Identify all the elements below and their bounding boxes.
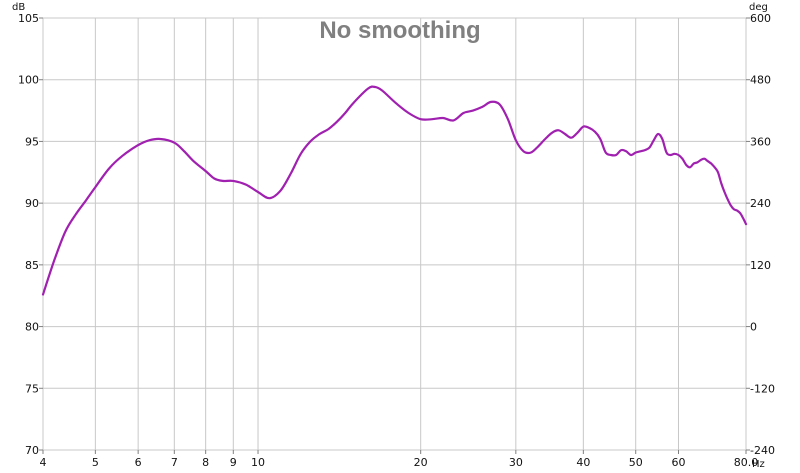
y-tick-label: 70 (25, 444, 39, 457)
x-tick-label: 20 (414, 456, 428, 469)
x-tick-label: 8 (202, 456, 209, 469)
y-axis-label: dB (12, 2, 25, 13)
y2-tick-label: 120 (750, 259, 771, 272)
x-tick-label: 50 (629, 456, 643, 469)
y2-tick-label: 0 (750, 321, 757, 334)
series-group (41, 85, 748, 296)
y-tick-label: 100 (18, 74, 39, 87)
x-tick-label: 4 (40, 456, 47, 469)
y-axis-ticks: 70 75 80 85 90 95 100 105 (18, 12, 43, 457)
plot-background (42, 17, 747, 451)
y-tick-label: 90 (25, 197, 39, 210)
y-tick-label: 85 (25, 259, 39, 272)
x-tick-label: 7 (171, 456, 178, 469)
x-tick-label: 6 (135, 456, 142, 469)
x-axis-label: Hz (752, 459, 765, 470)
grid-lines (42, 17, 747, 451)
x-tick-label: 10 (251, 456, 265, 469)
x-tick-label: 30 (509, 456, 523, 469)
series-line (41, 85, 748, 296)
x-tick-label: 9 (230, 456, 237, 469)
x-axis-ticks: 4 5 6 7 8 9 10 20 30 40 50 60 80.0 (40, 450, 759, 469)
chart-title: No smoothing (319, 17, 480, 44)
y2-axis-ticks: -240 -120 0 120 240 360 480 600 (746, 12, 775, 457)
x-tick-label: 40 (576, 456, 590, 469)
y2-tick-label: 240 (750, 197, 771, 210)
y2-tick-label: 600 (750, 12, 771, 25)
y2-tick-label: -120 (750, 382, 775, 395)
x-tick-label: 80.0 (734, 456, 759, 469)
x-tick-label: 5 (92, 456, 99, 469)
y2-tick-label: -240 (750, 444, 775, 457)
x-tick-label: 60 (671, 456, 685, 469)
y-tick-label: 105 (18, 12, 39, 25)
y-tick-label: 75 (25, 382, 39, 395)
y2-tick-label: 480 (750, 74, 771, 87)
y-tick-label: 80 (25, 321, 39, 334)
y2-tick-label: 360 (750, 135, 771, 148)
y-tick-label: 95 (25, 135, 39, 148)
y2-axis-label: deg (749, 2, 768, 13)
